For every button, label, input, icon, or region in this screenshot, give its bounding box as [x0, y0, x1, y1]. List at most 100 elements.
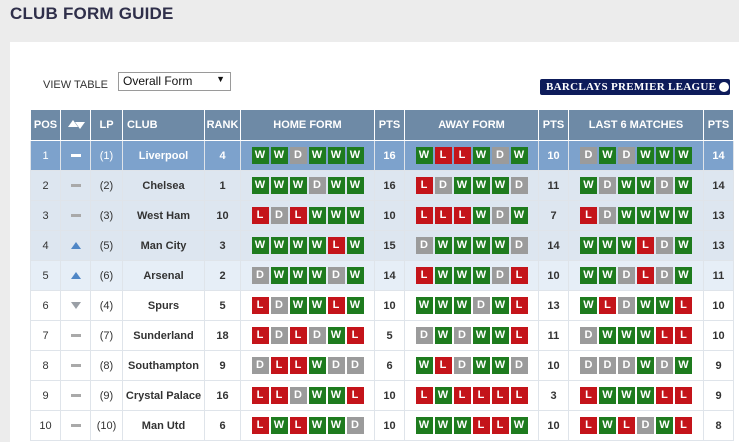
result-badge[interactable]: D [580, 327, 597, 344]
result-badge[interactable]: W [510, 207, 528, 224]
result-badge[interactable]: L [510, 387, 528, 404]
result-badge[interactable]: W [415, 357, 433, 374]
club-name-cell[interactable]: Man Utd [122, 410, 205, 441]
result-badge[interactable]: W [434, 417, 452, 434]
table-row[interactable]: 9 (9) Crystal Palace 16 L L D W W L 10 L W L L L L 3 L W W W L… [30, 380, 734, 411]
table-row[interactable]: 2 (2) Chelsea 1 W W W D W W 16 L D W W W D 11 W D W W D W 14 [30, 170, 734, 201]
result-badge[interactable]: W [270, 147, 288, 164]
result-badge[interactable]: D [618, 297, 635, 314]
result-badge[interactable]: W [308, 147, 326, 164]
result-badge[interactable]: W [415, 417, 433, 434]
col-header-home-pts[interactable]: PTS [374, 109, 405, 141]
club-name-cell[interactable]: Crystal Palace [122, 380, 205, 411]
col-header-movement[interactable] [60, 109, 91, 141]
result-badge[interactable]: L [675, 327, 692, 344]
result-badge[interactable]: D [308, 327, 326, 344]
result-badge[interactable]: W [308, 297, 326, 314]
result-badge[interactable]: W [618, 177, 635, 194]
col-header-last-6-matches[interactable]: LAST 6 MATCHES [568, 109, 704, 141]
result-badge[interactable]: W [472, 147, 490, 164]
result-badge[interactable]: W [675, 237, 692, 254]
result-badge[interactable]: D [656, 267, 673, 284]
result-badge[interactable]: W [637, 207, 654, 224]
result-badge[interactable]: D [415, 327, 433, 344]
result-badge[interactable]: D [656, 357, 673, 374]
result-badge[interactable]: D [599, 357, 616, 374]
result-badge[interactable]: D [472, 297, 490, 314]
result-badge[interactable]: W [472, 267, 490, 284]
result-badge[interactable]: L [580, 417, 597, 434]
result-badge[interactable]: D [327, 267, 345, 284]
result-badge[interactable]: W [637, 387, 654, 404]
result-badge[interactable]: D [510, 357, 528, 374]
result-badge[interactable]: D [656, 237, 673, 254]
result-badge[interactable]: D [618, 147, 635, 164]
result-badge[interactable]: L [434, 207, 452, 224]
result-badge[interactable]: W [580, 267, 597, 284]
result-badge[interactable]: W [675, 177, 692, 194]
result-badge[interactable]: W [599, 387, 616, 404]
result-badge[interactable]: W [327, 207, 345, 224]
result-badge[interactable]: W [675, 267, 692, 284]
result-badge[interactable]: W [251, 177, 269, 194]
result-badge[interactable]: W [510, 147, 528, 164]
result-badge[interactable]: W [434, 327, 452, 344]
result-badge[interactable]: W [251, 147, 269, 164]
result-badge[interactable]: W [270, 267, 288, 284]
result-badge[interactable]: D [289, 147, 307, 164]
result-badge[interactable]: L [327, 297, 345, 314]
result-badge[interactable]: D [415, 237, 433, 254]
result-badge[interactable]: W [599, 147, 616, 164]
result-badge[interactable]: W [618, 207, 635, 224]
result-badge[interactable]: W [472, 237, 490, 254]
result-badge[interactable]: L [510, 297, 528, 314]
result-badge[interactable]: W [327, 177, 345, 194]
result-badge[interactable]: D [289, 387, 307, 404]
result-badge[interactable]: L [270, 357, 288, 374]
result-badge[interactable]: W [491, 297, 509, 314]
result-badge[interactable]: W [491, 357, 509, 374]
table-row[interactable]: 6 (4) Spurs 5 L D W W L W 10 W W W D W L 13 W L D W W L 10 [30, 290, 734, 321]
result-badge[interactable]: W [599, 237, 616, 254]
result-badge[interactable]: L [346, 327, 364, 344]
result-badge[interactable]: W [270, 237, 288, 254]
result-badge[interactable]: W [656, 297, 673, 314]
result-badge[interactable]: W [415, 147, 433, 164]
result-badge[interactable]: W [472, 327, 490, 344]
result-badge[interactable]: L [599, 297, 616, 314]
result-badge[interactable]: D [434, 177, 452, 194]
result-badge[interactable]: W [637, 177, 654, 194]
result-badge[interactable]: W [637, 357, 654, 374]
result-badge[interactable]: L [289, 207, 307, 224]
table-row[interactable]: 10 (10) Man Utd 6 L W L W W D 10 W W W L L W 10 L W L D W L 8 [30, 410, 734, 441]
result-badge[interactable]: W [618, 327, 635, 344]
result-badge[interactable]: W [327, 327, 345, 344]
club-name-cell[interactable]: Sunderland [122, 320, 205, 351]
result-badge[interactable]: W [251, 237, 269, 254]
col-header-away-pts[interactable]: PTS [538, 109, 569, 141]
result-badge[interactable]: D [656, 177, 673, 194]
result-badge[interactable]: D [580, 357, 597, 374]
result-badge[interactable]: W [308, 237, 326, 254]
result-badge[interactable]: D [491, 147, 509, 164]
result-badge[interactable]: W [453, 177, 471, 194]
result-badge[interactable]: W [675, 147, 692, 164]
result-badge[interactable]: D [599, 177, 616, 194]
result-badge[interactable]: W [618, 237, 635, 254]
table-row[interactable]: 8 (8) Southampton 9 D L L W D D 6 W L D W W D 10 D D D W D W 9 [30, 350, 734, 381]
result-badge[interactable]: W [346, 147, 364, 164]
result-badge[interactable]: W [346, 267, 364, 284]
table-row[interactable]: 4 (5) Man City 3 W W W W L W 15 D W W W W D 14 W W W L D W 13 [30, 230, 734, 261]
result-badge[interactable]: L [415, 387, 433, 404]
result-badge[interactable]: L [270, 387, 288, 404]
result-badge[interactable]: W [308, 357, 326, 374]
result-badge[interactable]: L [434, 357, 452, 374]
result-badge[interactable]: L [510, 327, 528, 344]
result-badge[interactable]: L [491, 387, 509, 404]
result-badge[interactable]: W [580, 297, 597, 314]
result-badge[interactable]: W [675, 357, 692, 374]
result-badge[interactable]: W [327, 417, 345, 434]
result-badge[interactable]: D [510, 177, 528, 194]
result-badge[interactable]: D [251, 357, 269, 374]
result-badge[interactable]: W [599, 327, 616, 344]
